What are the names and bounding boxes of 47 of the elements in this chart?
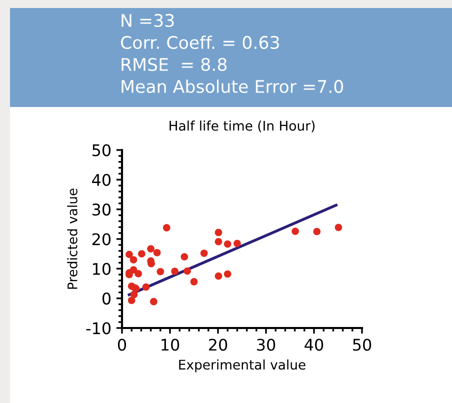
point (130, 256, 138, 264)
point (224, 270, 232, 278)
text: Mean Absolute Error =7.0 (122, 80, 344, 94)
x-tick-label: 40 (304, 338, 324, 351)
y-tick-label: 40 (92, 174, 111, 186)
x-tick-label: 0 (118, 338, 126, 351)
text: N =33 (122, 14, 174, 28)
point (162, 224, 170, 232)
point (138, 250, 146, 258)
point (130, 266, 138, 274)
y-tick-label: 30 (92, 204, 111, 216)
point (134, 270, 142, 278)
x-tick-label: 20 (209, 338, 228, 351)
y-tick-label: 10 (93, 262, 111, 275)
point (156, 268, 164, 276)
y-tick-label: -10 (86, 322, 111, 334)
point (224, 240, 232, 248)
point (200, 250, 208, 257)
point (126, 250, 133, 258)
point (313, 228, 321, 236)
y-axis-title: Predicted value (67, 188, 78, 289)
point (130, 290, 138, 298)
point (153, 248, 161, 256)
point (128, 296, 136, 304)
text: RMSE = 8.8 (122, 58, 227, 72)
point (142, 283, 150, 291)
point (184, 267, 191, 275)
point (292, 228, 299, 235)
point (190, 278, 198, 286)
x-tick-label: 30 (257, 338, 276, 351)
point (214, 228, 222, 236)
y-tick-label: 20 (92, 233, 111, 246)
point (214, 238, 222, 246)
x-tick-label: 50 (353, 338, 372, 351)
y-tick-label: 0 (102, 292, 111, 305)
x-axis-title: Experimental value (179, 359, 306, 372)
point (171, 268, 178, 276)
point (234, 240, 241, 248)
x-tick-label: 10 (162, 338, 180, 351)
point (334, 224, 342, 232)
point (180, 253, 188, 260)
y-tick-label: 50 (92, 144, 111, 156)
chart-title: Half life time (In Hour) (170, 120, 315, 132)
text: Corr. Coeff. = 0.63 (120, 36, 279, 50)
point (150, 298, 158, 306)
point (147, 245, 154, 252)
point (214, 272, 222, 280)
